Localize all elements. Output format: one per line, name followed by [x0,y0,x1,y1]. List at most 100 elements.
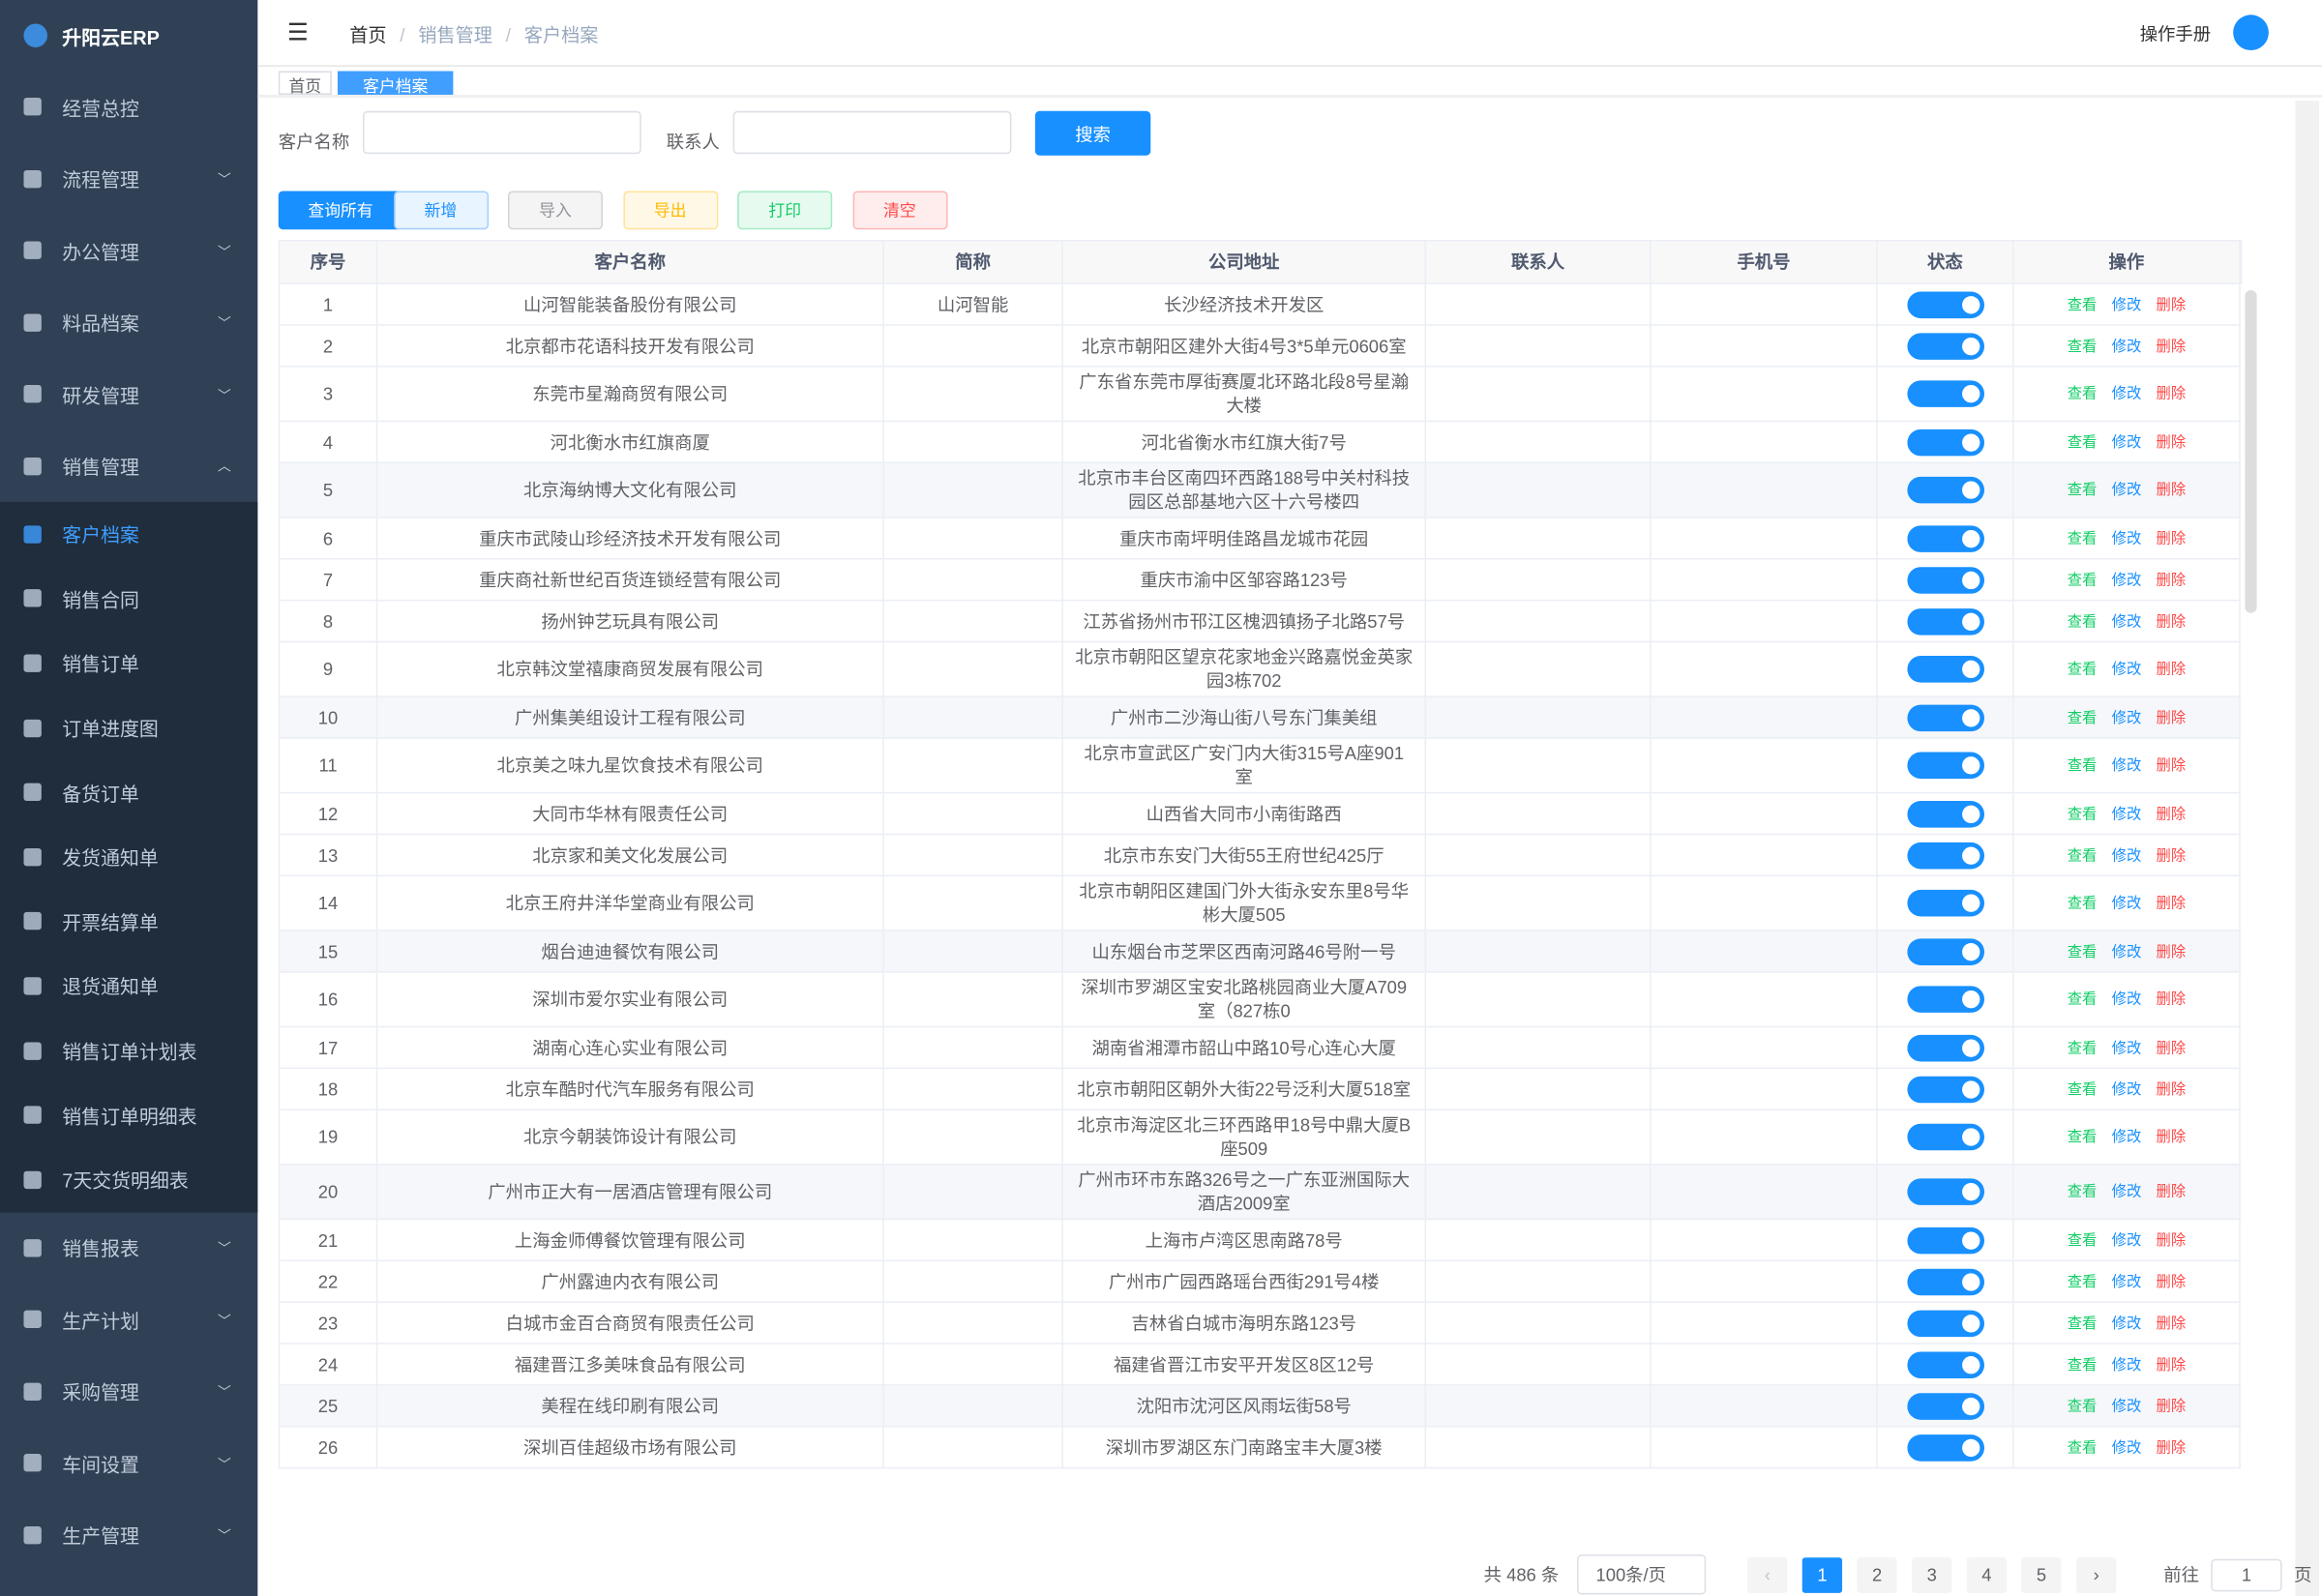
menu-item[interactable]: 生产计划 ﹀ [0,1284,257,1355]
action-link[interactable]: 修改 [2111,991,2142,1009]
status-switch[interactable] [1906,524,1984,552]
action-link[interactable]: 删除 [2156,991,2187,1009]
avatar[interactable] [2233,15,2269,51]
action-link[interactable]: 修改 [2111,530,2142,547]
action-link[interactable]: 修改 [2111,1081,2142,1098]
submenu-item[interactable]: 发货通知单 [0,824,258,890]
status-switch[interactable] [1906,380,1984,407]
action-link[interactable]: 查看 [2067,662,2098,679]
status-switch[interactable] [1906,476,1984,504]
action-link[interactable]: 删除 [2156,386,2187,403]
status-switch[interactable] [1906,1178,1984,1205]
hamburger[interactable]: ☰ [286,20,309,46]
menu-item[interactable]: 采购管理 ﹀ [0,1355,257,1427]
page-scrollbar[interactable] [2295,101,2319,1596]
action-link[interactable]: 查看 [2067,613,2098,631]
toolbar-button[interactable]: 清空 [851,191,947,230]
next[interactable]: › [2075,1556,2117,1593]
status-switch[interactable] [1906,1034,1984,1061]
action-link[interactable]: 删除 [2156,1184,2187,1201]
status-switch[interactable] [1906,1350,1984,1378]
action-link[interactable]: 删除 [2156,1232,2187,1250]
status-switch[interactable] [1906,656,1984,683]
menu-item[interactable]: 销售管理 ︿ [0,430,257,502]
action-link[interactable]: 修改 [2111,662,2142,679]
action-link[interactable]: 查看 [2067,1184,2098,1201]
action-link[interactable]: 修改 [2111,1398,2142,1415]
submenu-item[interactable]: 订单进度图 [0,695,258,760]
goto-input[interactable]: 1 [2211,1557,2282,1591]
page-size[interactable]: 100条/页 [1576,1554,1707,1595]
action-link[interactable]: 修改 [2111,757,2142,775]
status-switch[interactable] [1906,1433,1984,1461]
page-number[interactable]: 4 [1966,1556,2008,1593]
status-switch[interactable] [1906,1392,1984,1420]
action-link[interactable]: 查看 [2067,1040,2098,1057]
action-link[interactable]: 删除 [2156,847,2187,865]
action-link[interactable]: 修改 [2111,1040,2142,1057]
action-link[interactable]: 修改 [2111,1274,2142,1290]
action-link[interactable]: 修改 [2111,1184,2142,1201]
action-link[interactable]: 查看 [2067,757,2098,775]
action-link[interactable]: 查看 [2067,1439,2098,1457]
page-number[interactable]: 5 [2021,1556,2062,1593]
menu-item[interactable]: 研发管理 ﹀ [0,358,257,429]
action-link[interactable]: 查看 [2067,896,2098,912]
action-link[interactable]: 修改 [2111,1439,2142,1457]
action-link[interactable]: 查看 [2067,1398,2098,1415]
action-link[interactable]: 删除 [2156,896,2187,912]
action-link[interactable]: 删除 [2156,296,2187,313]
status-switch[interactable] [1906,986,1984,1013]
action-link[interactable]: 修改 [2111,806,2142,823]
action-link[interactable]: 删除 [2156,1129,2187,1146]
action-link[interactable]: 删除 [2156,434,2187,452]
action-link[interactable]: 查看 [2067,296,2098,313]
manual-link[interactable]: 操作手册 [2139,22,2212,44]
toolbar-button[interactable]: 打印 [737,191,833,230]
action-link[interactable]: 删除 [2156,1081,2187,1098]
action-link[interactable]: 修改 [2111,847,2142,865]
action-link[interactable]: 查看 [2067,1315,2098,1332]
scrollbar[interactable] [2245,289,2257,613]
submenu-item[interactable]: 销售订单计划表 [0,1018,258,1083]
menu-item[interactable]: 流程管理 ﹀ [0,143,257,215]
action-link[interactable]: 删除 [2156,530,2187,547]
action-link[interactable]: 查看 [2067,847,2098,865]
menu-item[interactable]: 生产管理 ﹀ [0,1499,257,1571]
status-switch[interactable] [1906,332,1984,360]
status-switch[interactable] [1906,1227,1984,1254]
status-switch[interactable] [1906,429,1984,456]
action-link[interactable]: 查看 [2067,991,2098,1009]
status-switch[interactable] [1906,889,1984,917]
status-switch[interactable] [1906,752,1984,780]
action-link[interactable]: 删除 [2156,1439,2187,1457]
action-link[interactable]: 修改 [2111,386,2142,403]
crumb[interactable]: 销售管理 [418,24,492,45]
action-link[interactable]: 修改 [2111,338,2142,355]
action-link[interactable]: 查看 [2067,1274,2098,1290]
text-input[interactable] [362,110,641,155]
action-link[interactable]: 删除 [2156,757,2187,775]
action-link[interactable]: 查看 [2067,572,2098,589]
action-link[interactable]: 查看 [2067,709,2098,726]
action-link[interactable]: 查看 [2067,1081,2098,1098]
submenu-item[interactable]: 销售订单明细表 [0,1082,258,1148]
action-link[interactable]: 修改 [2111,896,2142,912]
status-switch[interactable] [1906,842,1984,869]
tab[interactable]: 首页 [278,71,332,95]
toolbar-button[interactable]: 导出 [622,191,718,230]
search-button[interactable]: 搜索 [1034,110,1151,156]
crumb[interactable]: 首页 [349,24,387,45]
submenu-item[interactable]: 销售合同 [0,566,258,632]
status-switch[interactable] [1906,1123,1984,1151]
page-number[interactable]: 3 [1912,1556,1952,1593]
status-switch[interactable] [1906,607,1984,635]
text-input[interactable] [732,110,1012,155]
action-link[interactable]: 查看 [2067,386,2098,403]
status-switch[interactable] [1906,1309,1984,1337]
status-switch[interactable] [1906,566,1984,594]
action-link[interactable]: 删除 [2156,482,2187,499]
submenu-item[interactable]: 退货通知单 [0,953,258,1019]
toolbar-button[interactable]: 导入 [507,191,603,230]
action-link[interactable]: 修改 [2111,943,2142,961]
